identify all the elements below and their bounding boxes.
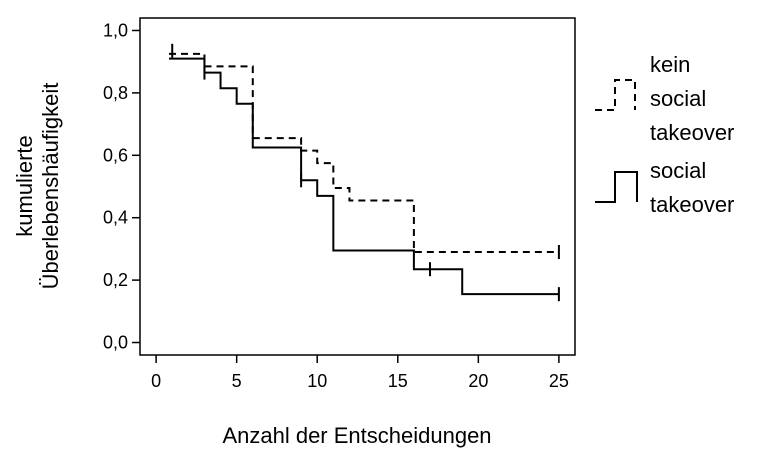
- y-tick-label: 0,2: [103, 270, 128, 290]
- x-tick-label: 5: [232, 371, 242, 391]
- legend-swatch-dashed: [595, 79, 636, 111]
- legend-label-line: kein: [650, 52, 690, 77]
- plot-frame: [139, 17, 576, 356]
- y-tick-label: 0,0: [103, 333, 128, 353]
- x-tick-label: 10: [307, 371, 327, 391]
- legend-item-social-takeover: social takeover: [595, 158, 734, 217]
- x-tick-label: 20: [468, 371, 488, 391]
- y-tick-label: 0,4: [103, 208, 128, 228]
- legend: kein social takeover social takeover: [595, 52, 734, 217]
- x-tick-label: 0: [151, 371, 161, 391]
- x-axis: 0 5 10 15 20 25: [151, 355, 569, 391]
- legend-item-kein-social-takeover: kein social takeover: [595, 52, 734, 145]
- legend-label-line: takeover: [650, 120, 734, 145]
- y-axis-title: kumulierte Überlebenshäufigkeit: [12, 83, 63, 290]
- y-axis: 0,0 0,2 0,4 0,6 0,8 1,0: [103, 20, 140, 353]
- x-axis-title: Anzahl der Entscheidungen: [222, 423, 491, 448]
- series-layer: [169, 43, 560, 302]
- series-line-kein-social-takeover: [169, 52, 559, 254]
- legend-swatch-solid: [595, 171, 638, 203]
- y-axis-title-line-1: kumulierte: [12, 135, 37, 236]
- legend-label-line: social: [650, 86, 706, 111]
- y-tick-label: 0,6: [103, 145, 128, 165]
- series-line-social-takeover: [169, 57, 559, 296]
- y-tick-label: 0,8: [103, 83, 128, 103]
- legend-label-line: takeover: [650, 192, 734, 217]
- x-tick-label: 15: [388, 371, 408, 391]
- legend-label-line: social: [650, 158, 706, 183]
- y-axis-title-line-2: Überlebenshäufigkeit: [38, 83, 63, 290]
- y-tick-label: 1,0: [103, 20, 128, 40]
- x-tick-label: 25: [549, 371, 569, 391]
